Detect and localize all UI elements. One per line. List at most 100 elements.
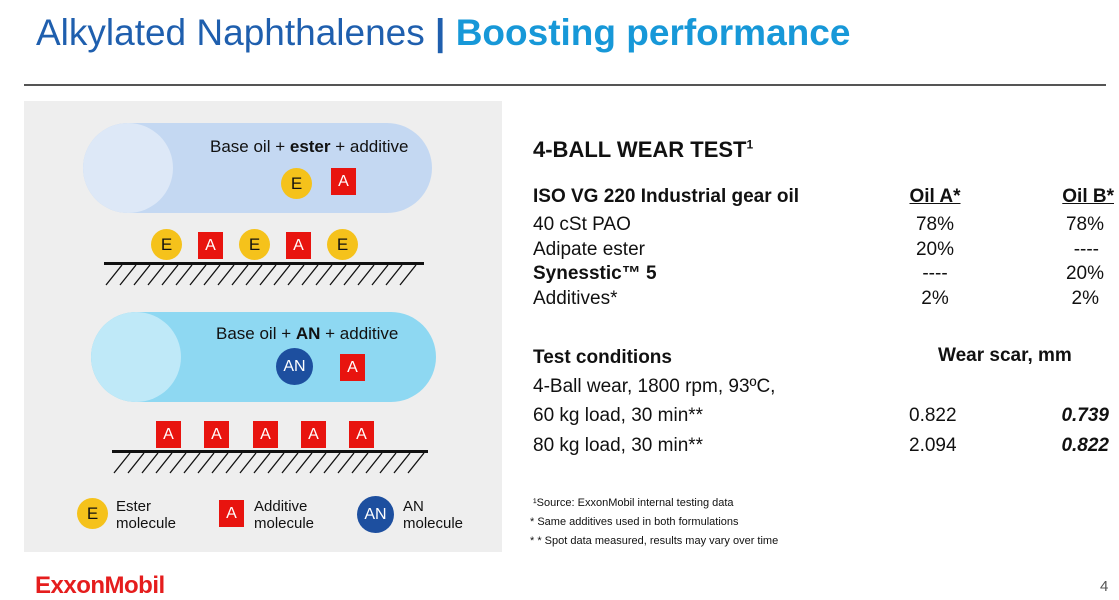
legend-line: Ester — [116, 498, 152, 515]
hatch-line — [245, 265, 263, 286]
pill-end-cap — [83, 123, 173, 213]
legend-line: molecule — [116, 515, 177, 532]
hatch-line — [161, 265, 179, 286]
hatch-line — [133, 265, 151, 286]
surface-additive-chip: A — [253, 421, 278, 448]
hatch-line — [351, 453, 369, 474]
formulation-oil-a-value: 78% — [915, 214, 955, 235]
an-oil-pill: Base oil + AN + additive AN A — [91, 312, 436, 402]
hatch-line — [329, 265, 347, 286]
hatch-line — [203, 265, 221, 286]
hatch-line — [155, 453, 173, 474]
formulation-row-label: Additives* — [533, 288, 618, 309]
surface-hatching — [105, 265, 417, 286]
result-oil-a-value: 2.094 — [909, 435, 957, 456]
legend-line: molecule — [254, 515, 315, 532]
surface-additive-chip: A — [156, 421, 181, 448]
surface-additive-chip: A — [301, 421, 326, 448]
title-part1: Alkylated Naphthalenes — [36, 12, 425, 53]
test-conditions-header: Test conditions — [533, 347, 672, 368]
hatch-line — [399, 265, 417, 286]
hatch-line — [309, 453, 327, 474]
oil-b-header: Oil B* — [1062, 186, 1114, 207]
exxonmobil-logo: ExxonMobil — [35, 572, 165, 599]
hatch-line — [217, 265, 235, 286]
hatch-line — [393, 453, 411, 474]
footnote: ¹Source: ExxonMobil internal testing dat… — [533, 497, 734, 509]
pill-label-post: + additive — [320, 324, 399, 343]
surface-additive-chip: A — [349, 421, 374, 448]
hatch-line — [113, 453, 131, 474]
an-pill-label: Base oil + AN + additive — [216, 324, 398, 344]
hatch-line — [385, 265, 403, 286]
hatch-line — [147, 265, 165, 286]
oil-a-header: Oil A* — [909, 186, 961, 207]
hatch-line — [189, 265, 207, 286]
pill-label-bold: AN — [295, 324, 321, 343]
ester-pill-label: Base oil + ester + additive — [210, 137, 408, 157]
hatch-line — [287, 265, 305, 286]
additive-chip: A — [340, 354, 365, 381]
hatch-line — [379, 453, 397, 474]
ester-molecule-chip: E — [281, 168, 312, 199]
formulation-oil-a-value: 20% — [915, 239, 955, 260]
hatch-line — [175, 265, 193, 286]
result-oil-b-value: 0.822 — [1061, 435, 1109, 456]
formulation-row-label: Adipate ester — [533, 239, 645, 260]
hatch-line — [105, 265, 123, 286]
pill-label-bold: ester — [289, 137, 331, 156]
hatch-line — [231, 265, 249, 286]
hatch-line — [141, 453, 159, 474]
pill-end-cap — [91, 312, 181, 402]
page-number: 4 — [1100, 578, 1109, 595]
result-oil-a-value: 0.822 — [909, 405, 957, 426]
hatch-line — [295, 453, 313, 474]
formulation-oil-b-value: 2% — [1071, 288, 1099, 309]
hatch-line — [315, 265, 333, 286]
hatch-line — [337, 453, 355, 474]
surface-ester-chip: E — [151, 229, 182, 260]
surface-ester-chip: E — [327, 229, 358, 260]
hatch-line — [301, 265, 319, 286]
legend-line: molecule — [403, 515, 464, 532]
footnote: * * Spot data measured, results may vary… — [530, 535, 779, 547]
formulation-oil-a-value: ---- — [922, 263, 948, 284]
hatch-line — [357, 265, 375, 286]
hatch-line — [119, 265, 137, 286]
wear-scar-header: Wear scar, mm — [938, 345, 1072, 366]
surface-additive-chip: A — [204, 421, 229, 448]
footnote: * Same additives used in both formulatio… — [530, 516, 739, 528]
test-heading: 4-BALL WEAR TEST1 — [533, 137, 753, 163]
hatch-line — [197, 453, 215, 474]
legend-an-chip: AN — [357, 496, 394, 533]
hatch-line — [259, 265, 277, 286]
hatch-line — [169, 453, 187, 474]
legend-an-label: AN molecule — [403, 498, 463, 532]
hatch-line — [211, 453, 229, 474]
pill-label-pre: Base oil + — [216, 324, 296, 343]
formulation-oil-b-value: ---- — [1073, 239, 1099, 260]
hatch-line — [267, 453, 285, 474]
metal-surface-line — [104, 262, 424, 265]
formulation-oil-a-value: 2% — [921, 288, 949, 309]
an-molecule-chip: AN — [276, 348, 313, 385]
title-part2: Boosting performance — [455, 12, 851, 53]
legend-ester-label: Ester molecule — [116, 498, 176, 532]
ester-oil-pill: Base oil + ester + additive E A — [83, 123, 432, 213]
pill-label-pre: Base oil + — [210, 137, 290, 156]
title-separator: | — [435, 12, 446, 53]
surface-hatching — [113, 453, 425, 474]
hatch-line — [371, 265, 389, 286]
legend-additive-chip: A — [219, 500, 244, 527]
hatch-line — [365, 453, 383, 474]
metal-surface-line — [112, 450, 428, 453]
surface-additive-chip: A — [286, 232, 311, 259]
test-heading-footnote-mark: 1 — [746, 137, 754, 152]
surface-ester-chip: E — [239, 229, 270, 260]
formulation-row-label: 40 cSt PAO — [533, 214, 631, 235]
hatch-line — [343, 265, 361, 286]
result-oil-b-value: 0.739 — [1061, 405, 1109, 426]
surface-additive-chip: A — [198, 232, 223, 259]
legend-line: Additive — [254, 498, 308, 515]
test-condition-line: 4-Ball wear, 1800 rpm, 93ºC, — [533, 376, 776, 397]
